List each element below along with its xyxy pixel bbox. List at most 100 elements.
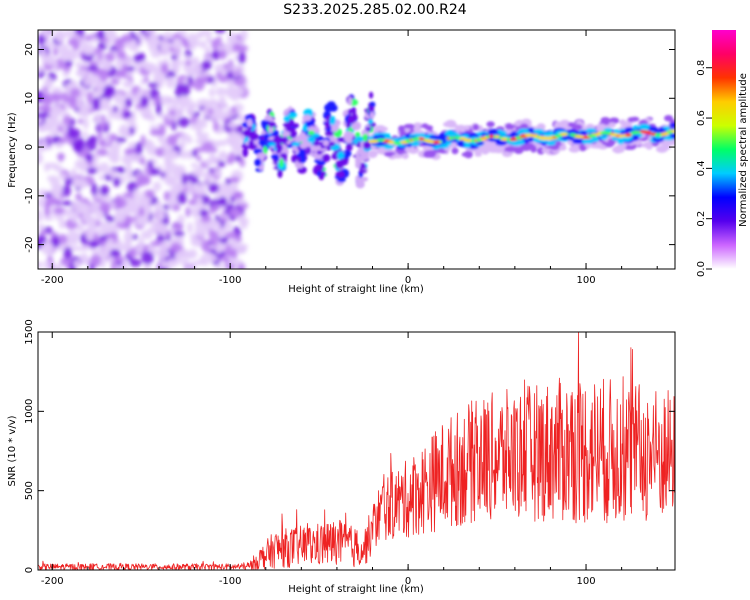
noise-blob	[163, 216, 169, 227]
turbulent-blob	[250, 142, 255, 150]
noise-blob	[165, 180, 178, 186]
carrier-halo	[461, 152, 472, 157]
noise-blob	[110, 261, 117, 269]
carrier-core	[493, 137, 500, 143]
noise-blob	[185, 206, 191, 218]
noise-blob	[85, 153, 94, 163]
noise-blob	[229, 208, 242, 218]
noise-blob	[44, 205, 51, 217]
noise-blob	[83, 117, 89, 130]
turbulent-blob	[347, 115, 356, 124]
carrier-halo	[554, 121, 565, 130]
spectrogram-xlabel: Height of straight line (km)	[288, 284, 424, 295]
carrier-core	[617, 139, 625, 145]
turbulent-blob	[246, 118, 253, 127]
noise-blob	[137, 215, 149, 226]
noise-blob	[173, 231, 185, 237]
turbulent-blob	[369, 111, 375, 119]
noise-blob	[58, 219, 66, 229]
turbulent-blob	[316, 150, 323, 155]
noise-blob	[71, 38, 80, 51]
noise-blob	[144, 139, 154, 149]
noise-blob	[148, 44, 156, 52]
x-tick-label: -200	[41, 576, 64, 587]
noise-blob	[138, 206, 145, 219]
noise-blob	[66, 229, 78, 243]
noise-blob	[240, 30, 248, 41]
noise-blob	[196, 196, 203, 206]
carrier-halo	[567, 122, 575, 128]
carrier-core	[561, 134, 570, 140]
noise-blob	[230, 130, 237, 141]
carrier-core	[613, 129, 621, 135]
noise-blob	[75, 223, 85, 231]
carrier-peak	[654, 133, 661, 137]
carrier-peak	[618, 134, 624, 138]
noise-blob	[75, 61, 83, 68]
carrier-core	[438, 135, 447, 141]
noise-blob	[129, 153, 136, 161]
noise-blob	[203, 171, 212, 183]
x-tick-label: 0	[405, 275, 411, 286]
carrier-peak	[377, 138, 386, 142]
noise-blob	[148, 219, 157, 226]
carrier-halo	[445, 119, 457, 128]
carrier-band	[367, 114, 675, 161]
noise-blob	[75, 69, 89, 78]
noise-blob	[64, 208, 74, 218]
colorbar-bar	[712, 30, 736, 269]
noise-blob	[174, 85, 183, 98]
noise-blob	[215, 87, 227, 97]
noise-blob	[196, 131, 204, 139]
noise-blob	[44, 42, 57, 49]
carrier-peak	[417, 137, 425, 141]
noise-blob	[214, 63, 225, 73]
turbulent-blob	[322, 153, 331, 163]
noise-blob	[163, 148, 173, 157]
noise-blob	[98, 201, 111, 214]
x-tick-label: 100	[576, 275, 595, 286]
carrier-core	[487, 128, 499, 134]
noise-blob	[87, 216, 98, 228]
noise-blob	[70, 118, 76, 127]
noise-blob	[76, 96, 84, 110]
noise-blob	[51, 235, 61, 248]
noise-blob	[174, 107, 184, 114]
noise-blob	[224, 185, 235, 198]
noise-blob	[149, 128, 162, 136]
noise-blob	[190, 162, 199, 168]
noise-blob	[63, 246, 73, 260]
noise-blob	[103, 88, 114, 95]
x-tick-label: -200	[41, 275, 64, 286]
noise-blob	[71, 167, 77, 178]
noise-blob	[172, 38, 183, 51]
turbulent-blob	[333, 133, 341, 137]
spectrogram-ylabel: Frequency (Hz)	[7, 112, 18, 188]
noise-blob	[135, 141, 143, 155]
noise-blob	[171, 65, 181, 74]
noise-blob	[77, 245, 90, 252]
carrier-halo	[609, 118, 616, 124]
noise-blob	[152, 181, 162, 192]
turbulent-blob	[288, 129, 298, 139]
noise-blob	[195, 165, 205, 179]
noise-blob	[140, 95, 149, 108]
noise-blob	[178, 140, 186, 149]
carrier-peak	[393, 141, 402, 145]
turbulent-blob	[322, 139, 329, 147]
noise-blob	[199, 40, 207, 49]
noise-blob	[225, 85, 237, 99]
carrier-halo	[413, 122, 423, 128]
noise-blob	[200, 216, 211, 223]
noise-blob	[54, 165, 64, 173]
carrier-halo	[402, 152, 409, 160]
turbulent-blob	[283, 115, 290, 123]
carrier-halo	[504, 146, 517, 153]
noise-blob	[211, 50, 220, 61]
turbulent-blob	[280, 136, 287, 144]
noise-blob	[135, 180, 145, 188]
noise-blob	[168, 196, 175, 210]
noise-blob	[141, 251, 154, 265]
